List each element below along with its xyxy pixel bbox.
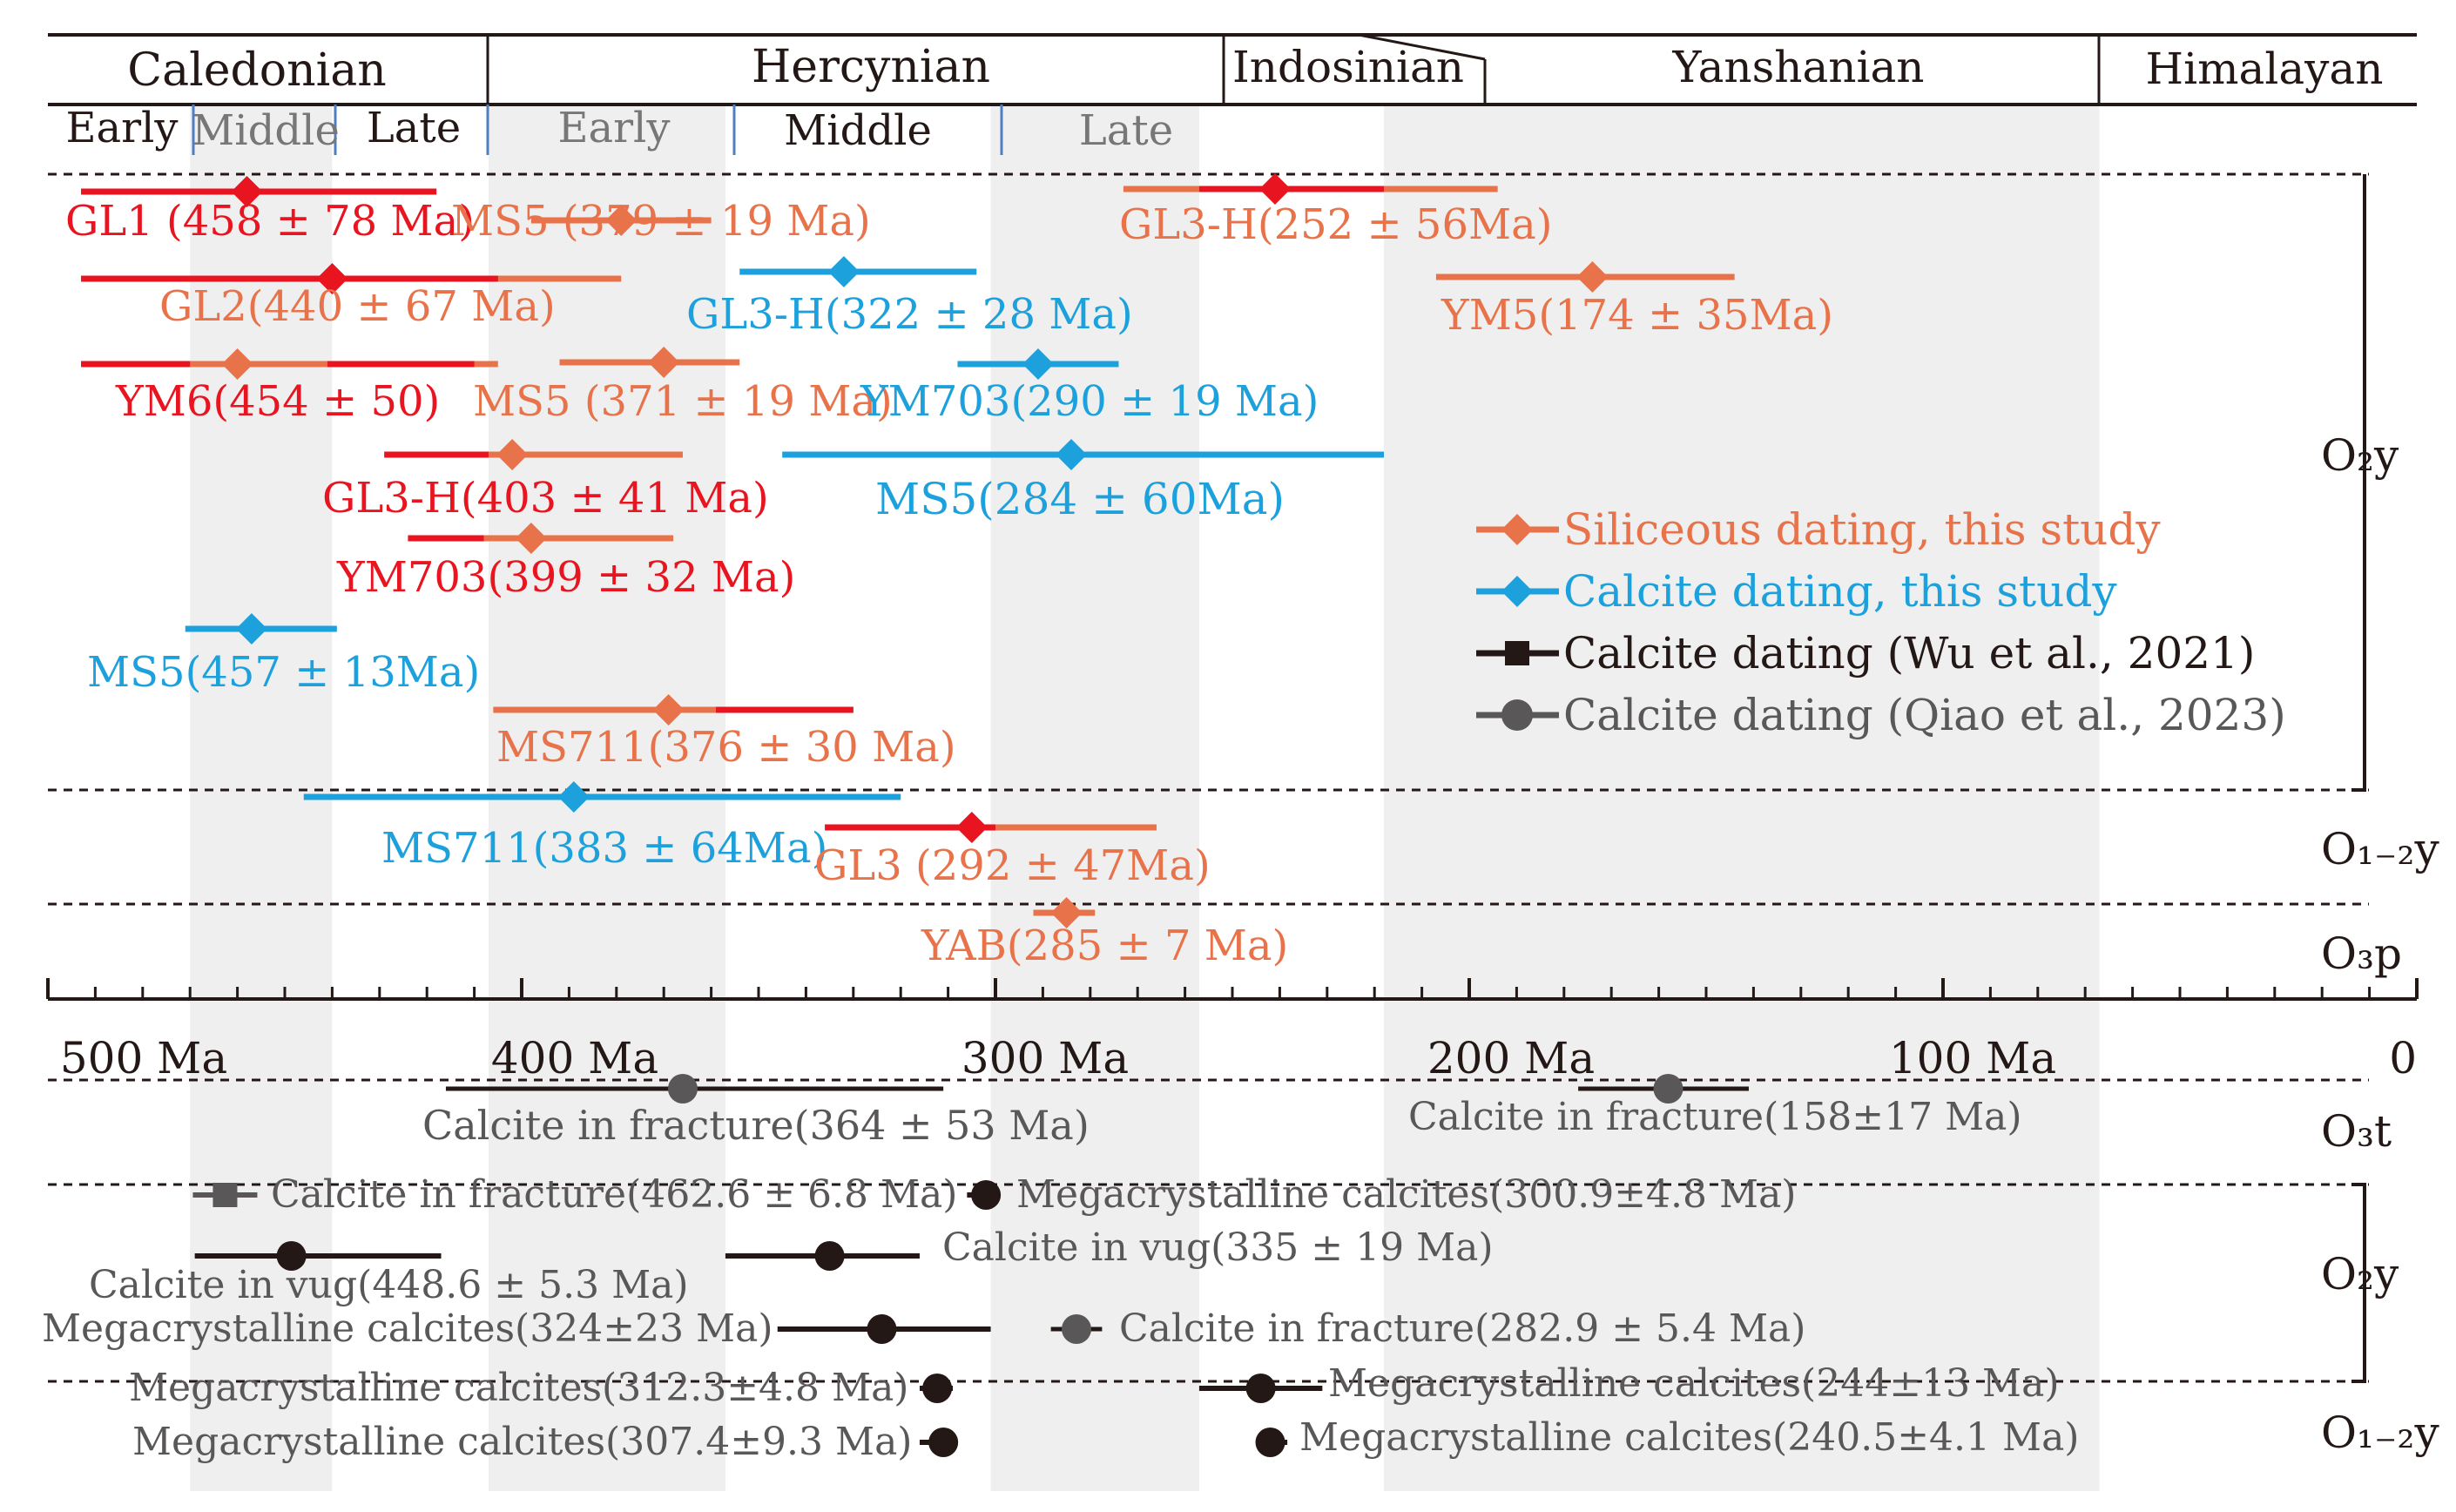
legend: Siliceous dating, this study Calcite dati… [1476, 504, 2286, 740]
orogeny-hercynian-label: Hercynian [752, 41, 990, 93]
series-21-calcite-in-vug-448-6-5-3-ma-label: Calcite in vug(448.6 ± 5.3 Ma) [89, 1263, 689, 1307]
series-28-megacrystalline-calcites-240-5-4-1-ma-label: Megacrystalline calcites(240.5±4.1 Ma) [1299, 1415, 2079, 1460]
series-25-megacrystalline-calcites-312-3-4-8-ma-marker [922, 1374, 953, 1403]
legend-item-siliceous-label: Siliceous dating, this study [1563, 504, 2161, 555]
series-19-calcite-in-fracture-462-6-6-8-ma-marker [213, 1183, 238, 1207]
axis-tick-label-400: 400 Ma [491, 1033, 658, 1083]
series-3-gl2-440-67-ma-marker [316, 263, 348, 294]
formation-labels: O₂y O₁₋₂y O₃p O₃t O₂y O₁₋₂y [2321, 430, 2439, 1458]
series-2-gl3-h-252-56ma-marker [1258, 173, 1291, 205]
formation-o12y-upper: O₁₋₂y [2321, 824, 2439, 874]
series-7-ms5-371-19-ma-marker [648, 347, 680, 378]
series-28-megacrystalline-calcites-240-5-4-1-ma-marker [1255, 1428, 1285, 1457]
series-2-gl3-h-252-56ma-label: GL3-H(252 ± 56Ma) [1119, 200, 1552, 249]
series-16-yab-285-7-ma-marker [1050, 897, 1083, 928]
legend-item-wu-label: Calcite dating (Wu et al., 2021) [1563, 628, 2255, 678]
series-17-calcite-in-fracture-364-53-ma-marker [667, 1074, 698, 1104]
series-13-ms711-376-30-ma-marker [652, 694, 685, 726]
series-18-calcite-in-fracture-158-17-ma-label: Calcite in fracture(158±17 Ma) [1408, 1095, 2022, 1139]
series-7-ms5-371-19-ma-label: MS5 (371 ± 19 Ma) [473, 377, 893, 426]
series-27-megacrystalline-calcites-307-4-9-3-ma-label: Megacrystalline calcites(307.4±9.3 Ma) [132, 1420, 912, 1464]
series-10-ms5-284-60ma-label: MS5(284 ± 60Ma) [875, 474, 1285, 524]
formation-o3t: O₃t [2321, 1106, 2392, 1157]
series-24-calcite-in-fracture-282-9-5-4-ma-label: Calcite in fracture(282.9 ± 5.4 Ma) [1119, 1306, 1805, 1351]
series-4-gl3-h-322-28-ma-marker [827, 256, 860, 287]
series-14-ms711-383-64ma-marker [557, 781, 590, 813]
series-0-gl1-458-78-ma-label: GL1 (458 ± 78 Ma) [65, 197, 475, 246]
data-series: GL1 (458 ± 78 Ma)MS5 (379 ± 19 Ma) GL3-H(… [42, 173, 2079, 1464]
series-12-ms5-457-13ma-marker [235, 613, 267, 645]
series-5-ym5-174-35ma-marker [1576, 261, 1609, 293]
axis-tick-label-500: 500 Ma [60, 1033, 227, 1083]
legend-item-qiao-marker [1501, 699, 1533, 731]
subperiod-caledonian-late-label: Late [367, 104, 461, 152]
series-4-gl3-h-322-28-ma-label: GL3-H(322 ± 28 Ma) [686, 290, 1133, 339]
series-26-megacrystalline-calcites-244-13-ma-label: Megacrystalline calcites(244±13 Ma) [1328, 1361, 2060, 1406]
legend-item-calcite-label: Calcite dating, this study [1563, 566, 2117, 617]
series-6-ym6-454-50-label: YM6(454 ± 50) [115, 377, 440, 426]
series-15-gl3-292-47ma-marker [955, 812, 988, 843]
formation-brackets [2351, 174, 2366, 1383]
series-9-gl3-h-403-41-ma-label: GL3-H(403 ± 41 Ma) [322, 474, 769, 523]
series-16-yab-285-7-ma-label: YAB(285 ± 7 Ma) [921, 921, 1288, 970]
subperiod-caledonian-middle-label: Middle [192, 106, 340, 155]
series-14-ms711-383-64ma-label: MS711(383 ± 64Ma) [381, 824, 827, 873]
series-8-ym703-290-19-ma-marker [1022, 348, 1054, 380]
axis-tick-label-100: 100 Ma [1889, 1033, 2056, 1083]
series-0-gl1-458-78-ma-marker [231, 176, 263, 207]
series-9-gl3-h-403-41-ma-marker [496, 439, 529, 470]
legend-item-calcite-marker [1501, 576, 1533, 607]
axis-tick-label-300: 300 Ma [961, 1033, 1129, 1083]
orogeny-indosinian-label: Indosinian [1232, 42, 1464, 92]
legend-item-wu-marker [1505, 641, 1529, 665]
shaded-band-2 [990, 105, 1199, 1491]
series-25-megacrystalline-calcites-312-3-4-8-ma-label: Megacrystalline calcites(312.3±4.8 Ma) [129, 1366, 908, 1410]
subperiod-hercynian-early-label: Early [557, 104, 670, 152]
series-10-ms5-284-60ma-marker [1056, 439, 1088, 470]
series-26-megacrystalline-calcites-244-13-ma-marker [1245, 1374, 1276, 1403]
shaded-band-3 [1384, 105, 2100, 1491]
series-22-calcite-in-vug-335-19-ma-marker [814, 1241, 845, 1271]
series-23-megacrystalline-calcites-324-23-ma-label: Megacrystalline calcites(324±23 Ma) [42, 1306, 773, 1351]
series-20-megacrystalline-calcites-300-9-4-8-ma-label: Megacrystalline calcites(300.9±4.8 Ma) [1016, 1172, 1796, 1217]
formation-o2y-lower: O₂y [2321, 1249, 2399, 1299]
series-27-megacrystalline-calcites-307-4-9-3-ma-marker [928, 1428, 959, 1457]
series-6-ym6-454-50-marker [221, 348, 253, 380]
orogeny-caledonian-label: Caledonian [127, 44, 386, 97]
series-13-ms711-376-30-ma-label: MS711(376 ± 30 Ma) [496, 723, 956, 772]
axis-tick-label-200: 200 Ma [1427, 1033, 1595, 1083]
series-8-ym703-290-19-ma-label: YM703(290 ± 19 Ma) [860, 377, 1319, 426]
orogeny-header: Caledonian Hercynian Indosinian Yanshani… [48, 33, 2417, 155]
series-23-megacrystalline-calcites-324-23-ma-marker [867, 1314, 897, 1344]
series-11-ym703-399-32-ma-marker [515, 523, 547, 554]
orogeny-yanshanian-label: Yanshanian [1671, 42, 1924, 92]
formation-o3p: O₃p [2321, 928, 2402, 979]
legend-item-qiao-label: Calcite dating (Qiao et al., 2023) [1563, 690, 2286, 740]
orogeny-himalayan-label: Himalayan [2146, 44, 2384, 94]
series-5-ym5-174-35ma-label: YM5(174 ± 35Ma) [1441, 291, 1833, 340]
series-19-calcite-in-fracture-462-6-6-8-ma-label: Calcite in fracture(462.6 ± 6.8 Ma) [271, 1172, 957, 1217]
series-1-ms5-379-19-ma-label: MS5 (379 ± 19 Ma) [451, 197, 871, 246]
series-21-calcite-in-vug-448-6-5-3-ma-marker [276, 1241, 307, 1271]
formation-o12y-lower: O₁₋₂y [2321, 1407, 2439, 1458]
series-3-gl2-440-67-ma-label: GL2(440 ± 67 Ma) [159, 282, 556, 331]
series-1-ms5-379-19-ma-marker [605, 205, 638, 236]
series-11-ym703-399-32-ma-label: YM703(399 ± 32 Ma) [336, 553, 795, 602]
time-axis: 500 Ma 400 Ma 300 Ma 200 Ma 100 Ma 0 [46, 978, 2419, 1083]
series-12-ms5-457-13ma-label: MS5(457 ± 13Ma) [87, 648, 480, 697]
series-17-calcite-in-fracture-364-53-ma-label: Calcite in fracture(364 ± 53 Ma) [422, 1102, 1090, 1149]
series-20-megacrystalline-calcites-300-9-4-8-ma-marker [971, 1180, 1002, 1210]
subperiod-hercynian-middle-label: Middle [784, 106, 932, 155]
series-18-calcite-in-fracture-158-17-ma-marker [1653, 1074, 1683, 1104]
series-22-calcite-in-vug-335-19-ma-label: Calcite in vug(335 ± 19 Ma) [942, 1225, 1494, 1270]
subperiod-hercynian-late-label: Late [1079, 106, 1173, 155]
formation-o2y-upper: O₂y [2321, 430, 2399, 481]
axis-tick-label-0: 0 [2389, 1033, 2417, 1083]
series-24-calcite-in-fracture-282-9-5-4-ma-marker [1062, 1314, 1092, 1344]
legend-item-siliceous-marker [1501, 514, 1533, 545]
series-15-gl3-292-47ma-label: GL3 (292 ± 47Ma) [814, 841, 1211, 890]
formation-dividers [48, 172, 2369, 1383]
subperiod-caledonian-early-label: Early [65, 104, 178, 152]
